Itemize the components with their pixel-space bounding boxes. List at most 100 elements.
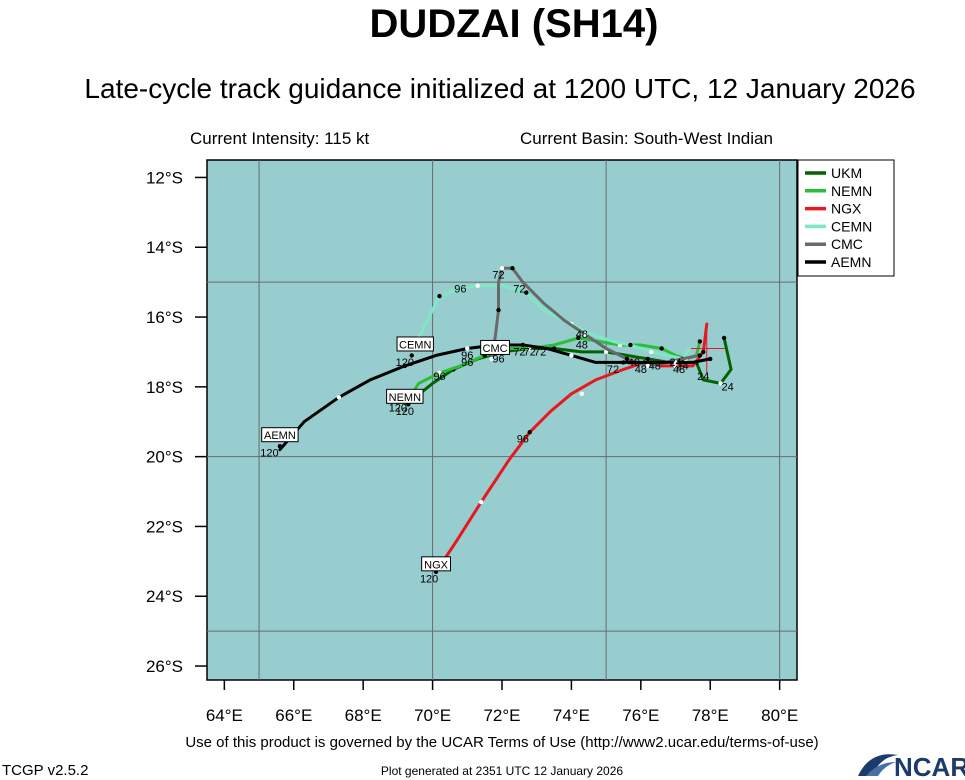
track-point-ukm: [721, 335, 727, 341]
ncar-logo-swoosh-2: [866, 762, 896, 776]
forecast-hour-label-cmc: 96: [492, 353, 504, 365]
forecast-hour-label-nemn: 120: [389, 402, 407, 414]
y-tick-label: 16°S: [146, 308, 183, 327]
x-tick-label: 64°E: [206, 706, 243, 725]
model-label-box-aemn: [261, 427, 299, 443]
model-label-nemn: NEMN: [389, 392, 421, 404]
model-label-aemn: AEMN: [264, 430, 296, 442]
forecast-hour-label-aemn: 24: [676, 360, 688, 372]
forecast-hour-label-ukm: 96: [461, 357, 473, 369]
legend-label-nemn: NEMN: [831, 183, 872, 199]
x-tick-label: 80°E: [761, 706, 798, 725]
legend-label-aemn: AEMN: [831, 254, 871, 270]
track-point-cmc: [583, 332, 588, 337]
model-label-box-nemn: [386, 388, 424, 404]
version-label: TCGP v2.5.2: [2, 762, 88, 779]
track-point-aemn: [569, 353, 574, 358]
x-tick-label: 76°E: [622, 706, 659, 725]
forecast-hour-label-cemn: 96: [454, 284, 466, 296]
forecast-hour-label-ngx: 72: [607, 364, 619, 376]
forecast-hour-label-ngx: 120: [420, 573, 438, 585]
track-point-cmc: [510, 265, 515, 271]
forecast-hour-label-ngx: 24: [697, 371, 709, 383]
track-point-cmc: [496, 307, 501, 313]
ncar-logo-swoosh: [858, 754, 898, 776]
ncar-logo-text: NCAR: [894, 752, 965, 780]
forecast-hour-label-cmc: 48: [635, 364, 647, 376]
forecast-hour-label-aemn: 48: [628, 357, 640, 369]
x-tick-label: 72°E: [483, 706, 520, 725]
track-point-aemn: [277, 443, 283, 449]
track-point-aemn: [708, 356, 713, 362]
forecast-hour-label-ngx: 48: [673, 364, 685, 376]
track-point-aemn: [621, 360, 626, 365]
forecast-hour-label-aemn: 72: [524, 346, 536, 358]
track-point-aemn: [465, 346, 470, 351]
forecast-hour-label-ukm: 48: [649, 360, 661, 372]
forecast-hour-label-nemn: 24: [669, 357, 681, 369]
track-point-cemn: [409, 353, 414, 358]
forecast-hour-label-aemn: 96: [461, 350, 473, 362]
track-cemn: [410, 284, 691, 361]
x-tick-label: 66°E: [275, 706, 312, 725]
legend-label-cemn: CEMN: [831, 218, 872, 234]
track-point-cmc: [697, 353, 703, 358]
track-point-cmc: [624, 356, 630, 362]
track-point-ngx: [673, 363, 678, 369]
legend-label-cmc: CMC: [831, 236, 863, 252]
forecast-hour-label-nemn: 96: [433, 371, 445, 383]
forecast-hour-label-cmc: 72: [492, 270, 504, 282]
track-point-ukm: [718, 381, 723, 386]
legend-box: [797, 159, 895, 277]
track-point-cemn: [649, 349, 654, 355]
track-point-nemn: [437, 370, 442, 376]
ncar-logo: NCAR: [858, 752, 965, 780]
track-point-ngx: [579, 391, 585, 397]
y-tick-label: 22°S: [146, 517, 183, 536]
y-tick-label: 12°S: [146, 168, 183, 187]
y-tick-label: 26°S: [146, 657, 183, 676]
track-point-aemn: [336, 395, 342, 400]
forecast-hour-label-ukm: 24: [721, 381, 733, 393]
terms-of-use[interactable]: Use of this product is governed by the U…: [185, 734, 818, 751]
y-tick-label: 18°S: [146, 378, 183, 397]
model-label-box-ngx: [421, 556, 451, 572]
x-tick-label: 68°E: [345, 706, 382, 725]
track-point-cemn: [475, 283, 480, 288]
current-basin: Current Basin: South-West Indian: [520, 129, 773, 148]
track-point-nemn: [576, 335, 581, 341]
track-point-cmc: [489, 356, 494, 362]
forecast-hour-label-cemn: 48: [576, 329, 588, 341]
forecast-tracks: [277, 265, 733, 575]
axes: 64°E 66°E 68°E 70°E 72°E 74°E 76°E 78°E 80°E 12°S…: [146, 168, 798, 725]
chart-title: DUDZAI (SH14): [370, 2, 659, 46]
forecast-hour-label-cemn: 120: [396, 357, 414, 369]
x-tick-label: 74°E: [553, 706, 590, 725]
forecast-hour-label-ngx: 96: [517, 434, 529, 446]
track-point-cemn: [628, 342, 633, 348]
x-tick-label: 70°E: [414, 706, 451, 725]
track-point-nemn: [697, 339, 703, 344]
model-label-box-cmc: [480, 339, 510, 355]
forecast-hour-label-nemn: 48: [576, 339, 588, 351]
track-point-cemn: [524, 290, 529, 295]
generated-timestamp: Plot generated at 2351 UTC 12 January 20…: [381, 764, 623, 778]
model-label-ngx: NGX: [424, 559, 449, 571]
track-point-cmc: [645, 363, 650, 369]
forecast-hour-label-cemn: 72: [513, 284, 525, 296]
y-tick-label: 24°S: [146, 587, 183, 606]
legend-label-ukm: UKM: [831, 165, 862, 181]
model-label-cmc: CMC: [483, 343, 508, 355]
forecast-hour-label-ukm: 120: [396, 406, 414, 418]
forecast-hour-label-nemn: 72: [513, 346, 525, 358]
track-point-aemn: [402, 363, 408, 369]
track-point-ukm: [603, 349, 609, 355]
chart-subtitle: Late-cycle track guidance initialized at…: [84, 73, 915, 104]
x-tick-label: 78°E: [692, 706, 729, 725]
track-cmc: [490, 266, 702, 368]
grid-lines: [207, 160, 797, 680]
legend-label-ngx: NGX: [831, 201, 862, 217]
track-point-nemn: [659, 346, 664, 351]
